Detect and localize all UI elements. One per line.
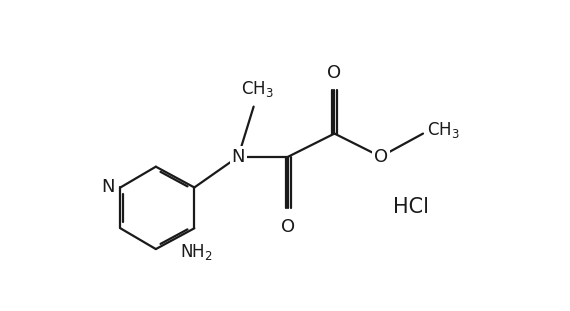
Text: CH$_3$: CH$_3$	[241, 79, 274, 99]
Text: CH$_3$: CH$_3$	[427, 120, 459, 140]
Text: HCl: HCl	[393, 197, 429, 217]
Text: O: O	[327, 64, 341, 82]
Text: NH$_2$: NH$_2$	[180, 242, 212, 262]
Text: N: N	[231, 148, 245, 166]
Text: N: N	[101, 179, 114, 197]
Text: O: O	[281, 217, 295, 235]
Text: O: O	[373, 148, 388, 166]
